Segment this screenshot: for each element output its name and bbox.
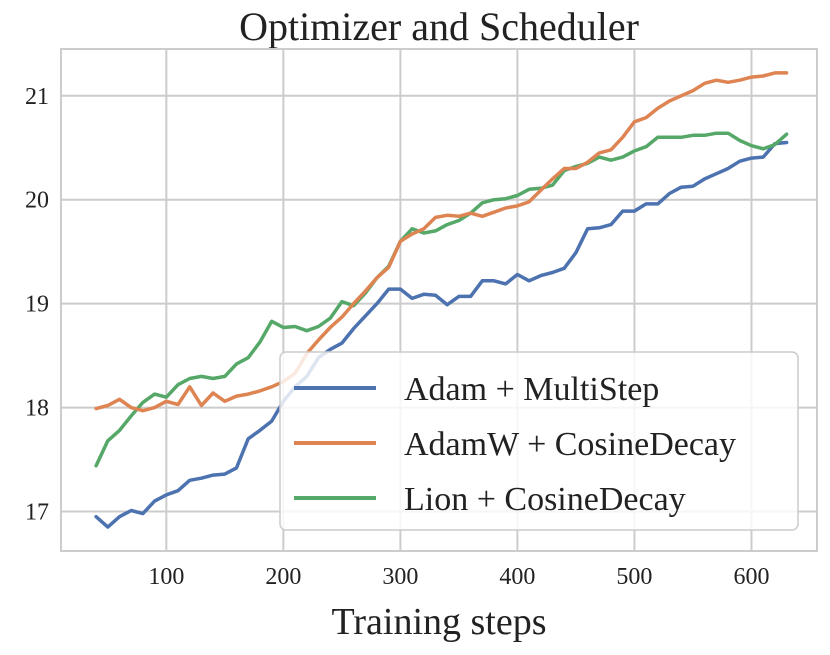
x-axis-label: Training steps: [331, 601, 546, 643]
y-tick-label: 20: [25, 188, 49, 214]
legend-box: [279, 351, 799, 531]
series-line-2: [94, 131, 789, 468]
x-tick-labels: 100 200 300 400 500 600: [148, 564, 769, 590]
x-tick-label: 200: [265, 564, 301, 590]
y-tick-label: 21: [25, 84, 49, 110]
grid: [61, 49, 817, 551]
series-layer: [94, 71, 789, 529]
series-line-1: [94, 71, 789, 413]
x-tick-label: 500: [616, 564, 652, 590]
y-tick-label: 19: [25, 292, 49, 318]
legend: Adam + MultiStep AdamW + CosineDecay Lion …: [279, 351, 799, 531]
legend-label-1: AdamW + CosineDecay: [404, 426, 736, 463]
x-tick-label: 100: [148, 564, 184, 590]
y-tick-label: 18: [25, 396, 49, 422]
y-tick-labels: 17 18 19 20 21: [25, 84, 49, 526]
chart-title: Optimizer and Scheduler: [239, 4, 639, 49]
x-tick-label: 300: [382, 564, 418, 590]
y-tick-label: 17: [25, 500, 49, 526]
plot-frame: [60, 48, 818, 552]
series-line-0: [94, 140, 789, 529]
x-tick-label: 400: [499, 564, 535, 590]
legend-label-0: Adam + MultiStep: [404, 371, 659, 408]
x-tick-label: 600: [733, 564, 769, 590]
legend-label-2: Lion + CosineDecay: [404, 481, 686, 518]
